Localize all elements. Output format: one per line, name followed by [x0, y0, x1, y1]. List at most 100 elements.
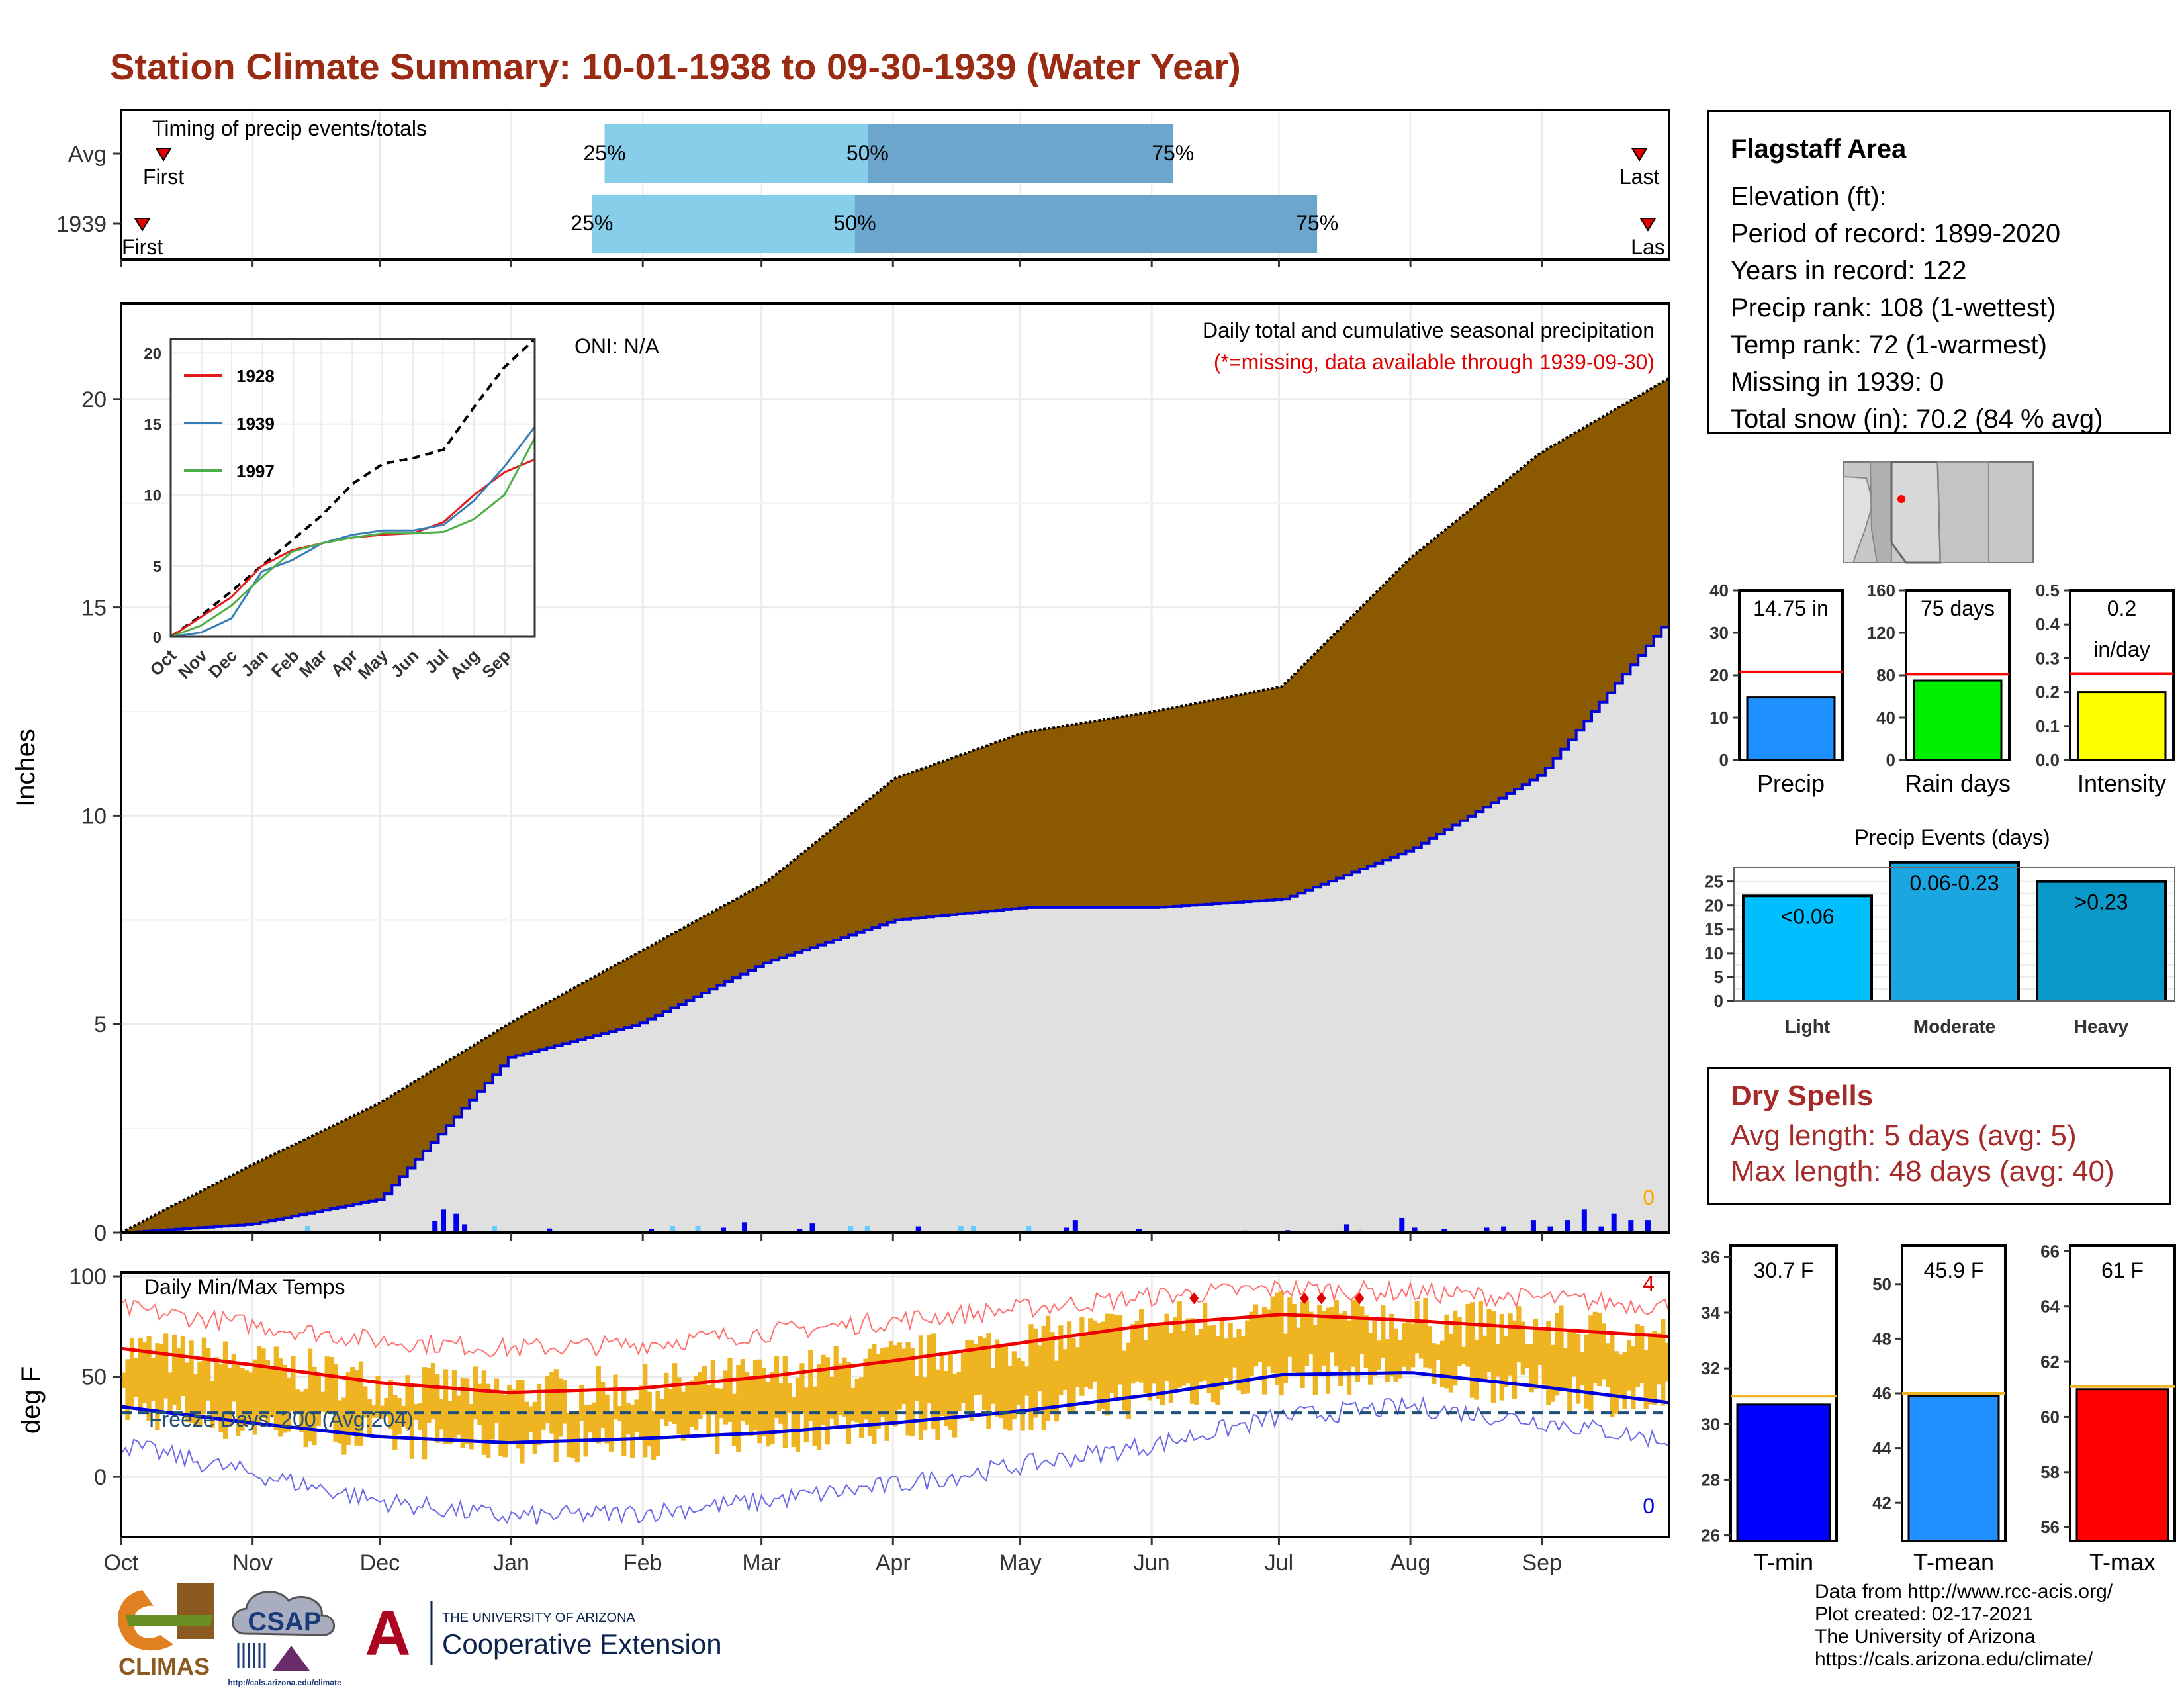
events-y-tick: 20: [1704, 896, 1723, 915]
daily-temp-bar: [197, 1361, 203, 1426]
map-state-ca: [1843, 475, 1874, 563]
daily-temp-bar: [888, 1341, 894, 1423]
daily-temp-bar: [185, 1362, 190, 1422]
daily-temp-bar: [210, 1380, 215, 1428]
main-panel-frame: [120, 302, 1670, 1234]
daily-temp-bar: [286, 1378, 292, 1432]
temp-bar: [2075, 1388, 2169, 1542]
record-high-marker: [1299, 1292, 1309, 1305]
ua-logo-small-text: THE UNIVERSITY OF ARIZONA: [442, 1611, 636, 1625]
daily-temp-bar: [803, 1387, 809, 1443]
daily-temp-bar: [766, 1382, 771, 1447]
daily-temp-bar: [1550, 1344, 1555, 1402]
daily-temp-bar: [846, 1362, 852, 1444]
daily-temp-bar: [1067, 1321, 1072, 1414]
daily-temp-bar: [1275, 1292, 1280, 1385]
daily-temp-bar: [303, 1388, 308, 1448]
events-y-tick: 10: [1704, 943, 1723, 963]
daily-temp-bar: [1321, 1311, 1326, 1366]
daily-temp-bar: [1622, 1352, 1627, 1409]
daily-temp-bar: [358, 1361, 364, 1446]
inset-y-tick: 10: [144, 487, 161, 505]
daily-temp-bar: [1296, 1327, 1301, 1373]
daily-temp-bar: [231, 1354, 236, 1402]
mini-bar-label: Intensity: [2077, 770, 2166, 797]
daily-temp-bar: [1529, 1344, 1534, 1393]
mini-bar: [2077, 691, 2167, 761]
mini-bar-value: 14.75 in: [1753, 596, 1829, 620]
daily-temp-bar: [1215, 1336, 1220, 1405]
daily-temp-bar: [1647, 1333, 1653, 1405]
mini-bar-y-tick: 20: [1709, 665, 1729, 685]
temp-bar-y-tick: 36: [1701, 1247, 1720, 1267]
inset-x-tick: Dec: [205, 645, 241, 682]
daily-temp-bar: [1504, 1336, 1509, 1387]
daily-temp-bar: [562, 1380, 567, 1424]
daily-temp-bar: [171, 1334, 177, 1405]
daily-temp-bar: [515, 1380, 521, 1449]
daily-temp-bar: [1580, 1352, 1585, 1386]
daily-temp-bar: [1287, 1297, 1293, 1357]
daily-temp-bar: [604, 1394, 610, 1444]
x-tick-label: Apr: [876, 1550, 911, 1575]
ua-logo-bg: [363, 1601, 413, 1664]
temp-bar-y-tick: 42: [1872, 1493, 1891, 1513]
daily-temp-bar: [1168, 1333, 1174, 1403]
temp-bar-y-tick: 56: [2040, 1517, 2060, 1537]
daily-temp-bar: [583, 1405, 588, 1457]
x-tick-label: Aug: [1390, 1550, 1431, 1575]
daily-temp-bar: [1096, 1323, 1102, 1411]
daily-temp-bar: [854, 1378, 860, 1423]
mini-bar-y-tick: 0.4: [2036, 614, 2060, 634]
daily-temp-bar: [1045, 1315, 1051, 1421]
first-marker: [134, 218, 151, 232]
daily-temp-bar: [944, 1371, 949, 1427]
daily-temp-bar: [282, 1364, 287, 1433]
daily-temp-bar: [1317, 1305, 1322, 1374]
daily-temp-bar: [261, 1348, 266, 1419]
record-max-line: [120, 1279, 1670, 1358]
daily-temp-bar: [1228, 1323, 1233, 1385]
timing-box-lower: [592, 195, 855, 253]
daily-temp-bar: [1355, 1295, 1360, 1382]
daily-snow-bar: [670, 1226, 676, 1233]
daily-temp-bar: [1300, 1301, 1305, 1389]
daily-temp-bar: [880, 1348, 886, 1417]
daily-temp-bar: [1571, 1328, 1576, 1377]
daily-snow-bar: [958, 1226, 964, 1233]
daily-temp-bar: [1482, 1335, 1488, 1380]
daily-temp-bar: [787, 1383, 792, 1413]
daily-temp-bar: [1338, 1313, 1343, 1387]
daily-temp-bar: [702, 1366, 707, 1415]
daily-temp-bar: [876, 1354, 881, 1429]
daily-temp-bar: [668, 1388, 673, 1422]
x-tick-label: Feb: [623, 1550, 662, 1575]
daily-temp-bar: [1559, 1305, 1564, 1387]
daily-precip-bar: [441, 1209, 447, 1233]
daily-temp-bar: [1325, 1307, 1331, 1394]
timing-box-upper: [867, 124, 1173, 183]
daily-temp-bar: [1240, 1336, 1246, 1395]
daily-temp-bar: [791, 1397, 796, 1448]
daily-temp-bar: [150, 1358, 156, 1401]
climas-logo-band: [126, 1615, 213, 1626]
daily-temp-bar: [1203, 1302, 1208, 1381]
mini-bar: [1913, 679, 2003, 761]
daily-temp-bar: [291, 1356, 296, 1411]
daily-temp-bar: [1414, 1301, 1420, 1354]
mini-bar-label: Precip: [1757, 770, 1825, 797]
event-category-label: Moderate: [1913, 1016, 1995, 1037]
station-name: Flagstaff Area: [1731, 134, 1907, 164]
mini-bar-y-tick: 0: [1719, 750, 1729, 770]
daily-temp-bar: [1283, 1333, 1289, 1383]
daily-temp-bar: [405, 1375, 410, 1429]
timing-p50-label: 50%: [846, 141, 889, 165]
daily-temp-bar: [201, 1337, 206, 1415]
inset-x-tick: Jan: [237, 645, 272, 680]
daily-temp-bar: [375, 1375, 381, 1418]
daily-precip-bar: [1565, 1220, 1570, 1233]
daily-temp-bar: [1664, 1342, 1670, 1382]
footer-line: Data from http://www.rcc-acis.org/: [1815, 1581, 2113, 1603]
y-tick-label: 10: [81, 804, 107, 829]
